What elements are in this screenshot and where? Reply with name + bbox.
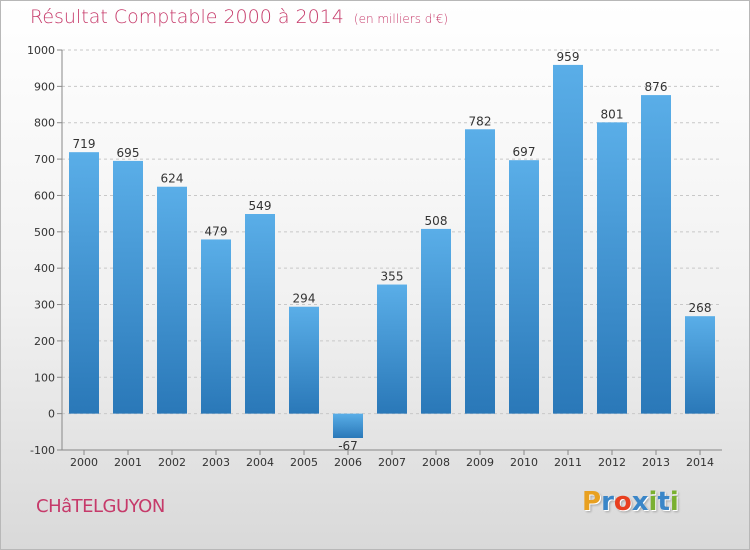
logo-letter: r <box>601 487 614 517</box>
x-tick-label: 2010 <box>510 456 538 469</box>
logo-letter: i <box>648 487 658 517</box>
bar <box>69 152 99 414</box>
bar <box>289 306 319 414</box>
x-tick-label: 2003 <box>202 456 230 469</box>
bar <box>465 129 495 414</box>
x-tick-label: 2001 <box>114 456 142 469</box>
x-tick-label: 2004 <box>246 456 274 469</box>
bar <box>421 228 451 414</box>
logo-letter: i <box>669 487 679 517</box>
x-tick-label: 2006 <box>334 456 362 469</box>
data-label: 508 <box>425 214 448 228</box>
bar <box>377 284 407 414</box>
logo-letter: t <box>657 487 670 517</box>
data-label: 294 <box>293 292 316 306</box>
data-label: 695 <box>117 146 140 160</box>
proxiti-logo: Proxiti <box>582 487 679 517</box>
data-label: 801 <box>601 107 624 121</box>
y-tick-label: 700 <box>34 153 55 166</box>
bar <box>509 160 539 414</box>
x-tick-label: 2002 <box>158 456 186 469</box>
y-tick-label: 800 <box>34 117 55 130</box>
y-tick-label: 200 <box>34 335 55 348</box>
data-label: 876 <box>645 80 668 94</box>
x-tick-label: 2009 <box>466 456 494 469</box>
commune-name: CHâTELGUYON <box>36 496 165 517</box>
y-tick-label: 900 <box>34 80 55 93</box>
logo-letter: P <box>582 487 602 517</box>
x-tick-label: 2008 <box>422 456 450 469</box>
data-label: 959 <box>557 50 580 64</box>
y-tick-label: 300 <box>34 299 55 312</box>
x-tick-label: 2013 <box>642 456 670 469</box>
data-label: 624 <box>161 172 184 186</box>
data-label: 355 <box>381 270 404 284</box>
x-tick-label: 2011 <box>554 456 582 469</box>
data-label: -67 <box>338 439 358 453</box>
y-tick-label: 1000 <box>27 44 55 57</box>
x-tick-label: 2007 <box>378 456 406 469</box>
x-tick-label: 2000 <box>70 456 98 469</box>
x-tick-label: 2012 <box>598 456 626 469</box>
logo-letter: x <box>631 487 649 517</box>
bar <box>333 413 363 438</box>
y-tick-label: 100 <box>34 371 55 384</box>
bar <box>641 95 671 414</box>
bar <box>245 214 275 414</box>
bar <box>597 122 627 414</box>
y-tick-label: 600 <box>34 189 55 202</box>
x-tick-label: 2005 <box>290 456 318 469</box>
data-label: 549 <box>249 199 272 213</box>
bar <box>685 316 715 414</box>
bar <box>553 64 583 414</box>
bar <box>113 160 143 414</box>
data-label: 719 <box>73 137 96 151</box>
bar <box>201 239 231 414</box>
data-label: 268 <box>689 301 712 315</box>
x-tick-label: 2014 <box>686 456 714 469</box>
y-tick-label: 0 <box>48 408 55 421</box>
y-tick-label: 500 <box>34 226 55 239</box>
data-label: 782 <box>469 114 492 128</box>
bar <box>157 186 187 414</box>
y-tick-label: -100 <box>30 444 55 457</box>
y-tick-label: 400 <box>34 262 55 275</box>
data-label: 479 <box>205 224 228 238</box>
logo-letter: o <box>613 487 632 517</box>
chart-title: Résultat Comptable 2000 à 2014 (en millie… <box>30 6 448 28</box>
chart-title-text: Résultat Comptable 2000 à 2014 <box>30 6 344 28</box>
data-label: 697 <box>513 145 536 159</box>
unit-note: (en milliers d'€) <box>353 12 449 26</box>
